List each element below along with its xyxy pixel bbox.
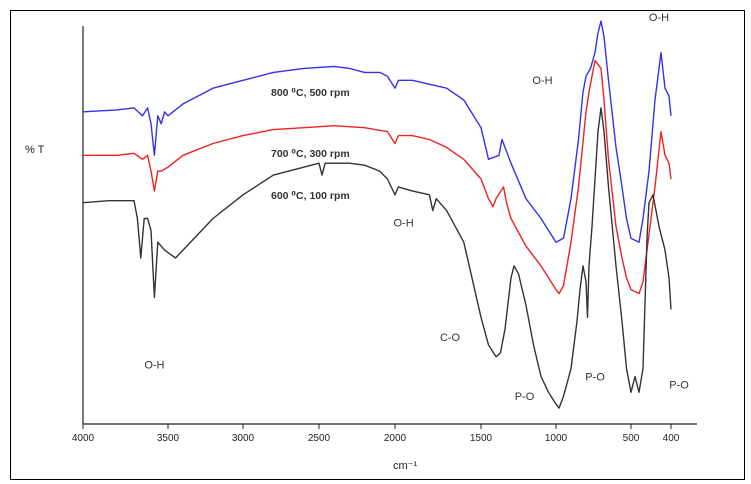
series-label-800c: 800 ⁰C, 500 rpm [271, 87, 350, 99]
band-annotation: P-O [515, 391, 535, 403]
band-annotation: C-O [440, 332, 461, 344]
band-annotation: P-O [669, 379, 689, 391]
band-annotations: O-H O-H C-O P-O O-H P-O O-H P-O [144, 12, 689, 403]
x-ticks: 4000 3500 3000 2500 2000 1500 1000 500 400 [72, 424, 680, 444]
series-labels: 800 ⁰C, 500 rpm 700 ⁰C, 300 rpm 600 ⁰C, … [271, 87, 350, 202]
y-axis-label: % T [25, 144, 45, 156]
axes: % T cm⁻¹ [25, 26, 697, 472]
series-label-700c: 700 ⁰C, 300 rpm [271, 148, 350, 160]
band-annotation: O-H [649, 12, 669, 24]
x-tick-label: 2500 [308, 433, 331, 444]
band-annotation: O-H [532, 75, 552, 87]
x-tick-label: 500 [623, 433, 640, 444]
x-axis-label: cm⁻¹ [393, 460, 417, 472]
band-annotation: O-H [394, 217, 414, 229]
x-tick-label: 1000 [545, 433, 568, 444]
x-tick-label: 3500 [157, 433, 180, 444]
series-line-0 [82, 20, 672, 243]
band-annotation: P-O [585, 371, 605, 383]
series-line-1 [83, 59, 672, 295]
x-tick-label: 1500 [470, 433, 493, 444]
x-tick-label: 4000 [72, 433, 95, 444]
series-line-2 [82, 107, 672, 409]
figure-frame: % T cm⁻¹ 4000 3500 3000 2500 2000 1500 1000 500… [10, 10, 745, 480]
x-tick-label: 400 [663, 433, 680, 444]
band-annotation: O-H [144, 360, 164, 372]
ftir-spectrum-chart: % T cm⁻¹ 4000 3500 3000 2500 2000 1500 1000 500… [25, 12, 697, 472]
series-lines [82, 20, 672, 409]
x-tick-label: 3000 [232, 433, 255, 444]
x-tick-label: 2000 [384, 433, 407, 444]
series-label-600c: 600 ⁰C, 100 rpm [271, 190, 350, 202]
